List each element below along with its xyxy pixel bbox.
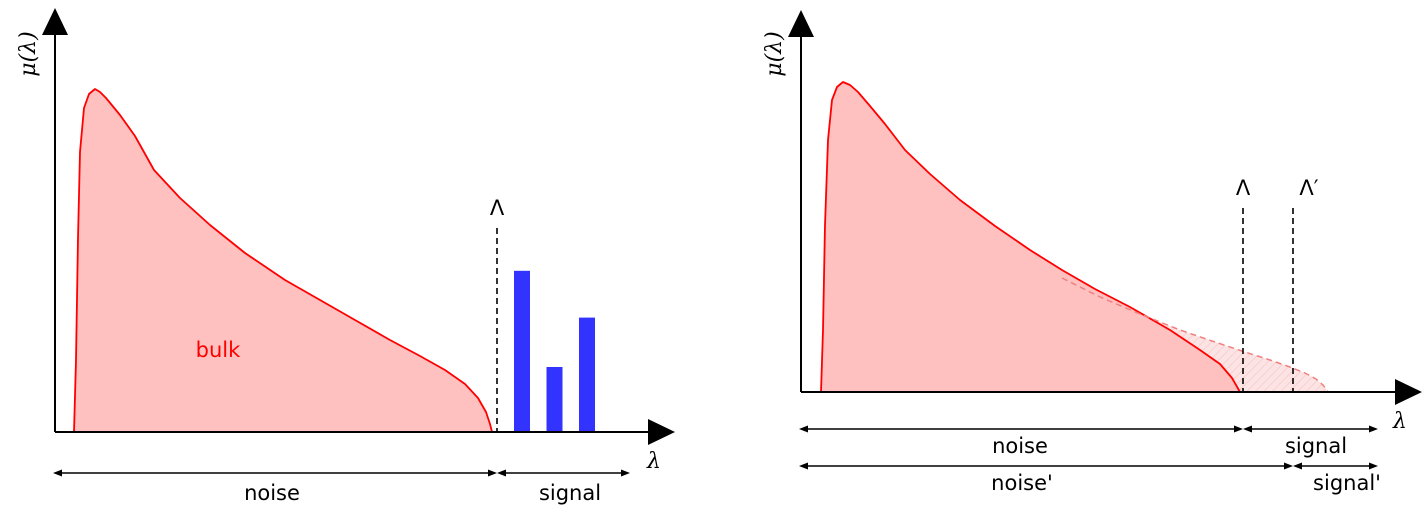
signal-spike-2 [546,367,563,432]
signal-label: signal [1285,434,1347,458]
noise-prime-label: noise' [991,471,1053,495]
signal-prime-label: signal' [1313,471,1381,495]
signal-label: signal [539,481,601,505]
bulk-label: bulk [196,338,241,362]
noise-label: noise [244,481,300,505]
x-axis-arrow-icon [648,419,675,445]
y-axis-label: μ(λ) [762,31,787,76]
signal-spike-3 [579,317,595,432]
bulk-distribution [73,88,493,433]
signal-spike-1 [514,270,530,432]
threshold-label: Λ [1236,176,1251,200]
y-axis-label: μ(λ) [16,31,41,76]
bulk-distribution [820,81,1241,393]
right-panel: Λ Λ′ μ(λ) λ noise signal noise' signal' [762,10,1422,495]
threshold-label: Λ [490,196,505,220]
y-axis-arrow-icon [42,8,68,35]
signal-spikes [514,270,595,432]
x-axis-label: λ [646,449,661,474]
left-panel: Λ μ(λ) λ bulk noise signal [16,8,675,505]
x-axis-label: λ [1392,409,1407,434]
threshold-prime-label: Λ′ [1299,176,1318,200]
shifted-distribution-outline [1061,277,1329,393]
y-axis-arrow-icon [788,10,814,37]
x-axis-arrow-icon [1395,379,1422,405]
noise-label: noise [992,434,1048,458]
